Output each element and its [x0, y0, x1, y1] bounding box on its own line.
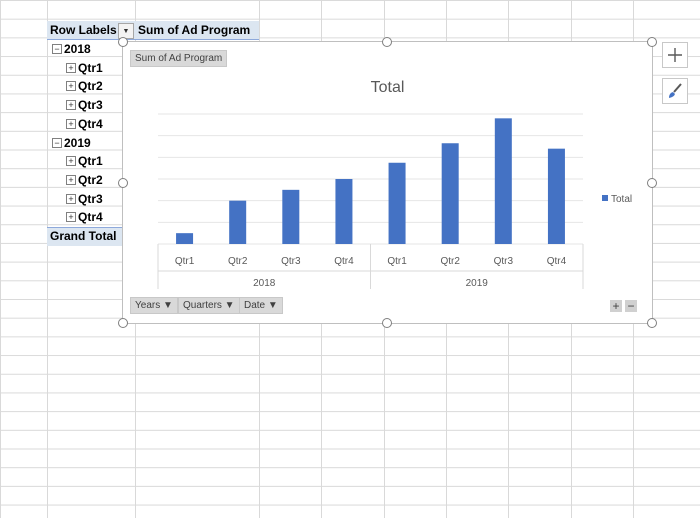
x-tick-label: Qtr3: [281, 256, 301, 267]
x-tick-label: Qtr2: [228, 256, 248, 267]
pivot-row-label: Qtr2: [78, 79, 103, 94]
pivot-row-label: 2019: [64, 135, 91, 150]
chart-title[interactable]: Total: [370, 79, 405, 96]
pivot-header-background: [47, 21, 259, 39]
x-group-label: 2019: [466, 278, 489, 289]
grand-total-background: [47, 227, 122, 246]
x-group-label: 2018: [253, 278, 276, 289]
bar[interactable]: [282, 189, 300, 244]
resize-handle-right[interactable]: [647, 178, 657, 188]
years-field-button[interactable]: Years ▼: [130, 297, 178, 314]
resize-handle-bottom[interactable]: [382, 318, 392, 328]
expand-icon[interactable]: +: [66, 156, 76, 167]
legend-label[interactable]: Total: [611, 194, 632, 205]
bar[interactable]: [229, 200, 247, 244]
collapse-icon[interactable]: −: [52, 137, 62, 148]
expand-icon[interactable]: +: [66, 118, 76, 129]
pivot-row-label: Qtr3: [78, 98, 103, 113]
bar[interactable]: [388, 162, 406, 244]
chart-plot-area[interactable]: Qtr1 Qtr2 Qtr3 Qtr4 Qtr1 Qtr2 Qtr3 Qtr4 2018 2019…: [123, 42, 652, 323]
date-label: Date: [244, 300, 266, 311]
expand-icon[interactable]: +: [66, 62, 76, 73]
x-tick-label: Qtr1: [387, 256, 407, 267]
pivot-row-label: Qtr1: [78, 60, 103, 75]
quarters-label: Quarters: [183, 300, 222, 311]
pivot-quarter-row: + Qtr4: [66, 208, 103, 226]
years-label: Years: [135, 300, 161, 311]
expand-icon[interactable]: +: [66, 193, 76, 204]
expand-icon[interactable]: +: [66, 81, 76, 92]
pivot-quarter-row: + Qtr3: [66, 96, 103, 114]
collapse-field-button[interactable]: −: [625, 299, 637, 313]
date-field-button[interactable]: Date ▼: [239, 297, 283, 314]
pivot-year-row: −2018: [52, 40, 91, 58]
pivot-quarter-row: + Qtr1: [66, 59, 103, 77]
x-tick-label: Qtr4: [334, 256, 354, 267]
bar[interactable]: [176, 233, 194, 244]
pivot-header-border: [47, 39, 259, 40]
column-divider: [47, 0, 48, 518]
paintbrush-icon: [669, 83, 682, 98]
pivot-chart[interactable]: Sum of Ad Program Total Qtr1 Qtr2 Qtr3 Qtr4…: [122, 41, 653, 324]
x-tick-label: Qtr3: [494, 256, 514, 267]
pivot-quarter-row: + Qtr1: [66, 152, 103, 170]
grand-total-label: Grand Total: [50, 229, 117, 243]
pivot-row-label: Qtr4: [78, 210, 103, 225]
bar[interactable]: [335, 179, 353, 244]
expand-icon[interactable]: +: [66, 212, 76, 223]
pivot-row-label: Qtr4: [78, 116, 103, 131]
legend-key: [602, 195, 608, 201]
resize-handle-top-right[interactable]: [647, 37, 657, 47]
pivot-row-label: Qtr1: [78, 154, 103, 169]
pivot-quarter-row: + Qtr4: [66, 115, 103, 133]
resize-handle-bottom-left[interactable]: [118, 318, 128, 328]
bar[interactable]: [494, 118, 512, 244]
pivot-row-label: 2018: [64, 42, 91, 56]
quarters-field-button[interactable]: Quarters ▼: [178, 297, 240, 314]
plus-icon: [668, 48, 682, 62]
pivot-quarter-row: + Qtr3: [66, 190, 103, 208]
row-labels-header: Row Labels: [50, 23, 117, 37]
value-field-button[interactable]: Sum of Ad Program: [130, 50, 228, 67]
expand-icon[interactable]: +: [66, 174, 76, 185]
pivot-row-label: Qtr3: [78, 191, 103, 206]
x-tick-label: Qtr2: [440, 256, 460, 267]
sum-of-ad-program-header: Sum of Ad Program: [138, 23, 251, 37]
resize-handle-top[interactable]: [382, 37, 392, 47]
resize-handle-left[interactable]: [118, 178, 128, 188]
chart-elements-button[interactable]: [662, 42, 688, 68]
collapse-icon[interactable]: −: [52, 44, 62, 54]
resize-handle-bottom-right[interactable]: [647, 318, 657, 328]
pivot-quarter-row: + Qtr2: [66, 171, 103, 189]
x-tick-label: Qtr4: [547, 256, 567, 267]
resize-handle-top-left[interactable]: [118, 37, 128, 47]
pivot-year-row: −2019: [52, 134, 91, 152]
pivot-row-label: Qtr2: [78, 172, 103, 187]
pivot-quarter-row: + Qtr2: [66, 77, 103, 95]
expand-icon[interactable]: +: [66, 100, 76, 111]
bar[interactable]: [547, 148, 565, 244]
bar[interactable]: [441, 143, 459, 244]
expand-field-button[interactable]: +: [610, 299, 622, 313]
x-tick-label: Qtr1: [175, 256, 195, 267]
chart-styles-button[interactable]: [662, 78, 688, 104]
